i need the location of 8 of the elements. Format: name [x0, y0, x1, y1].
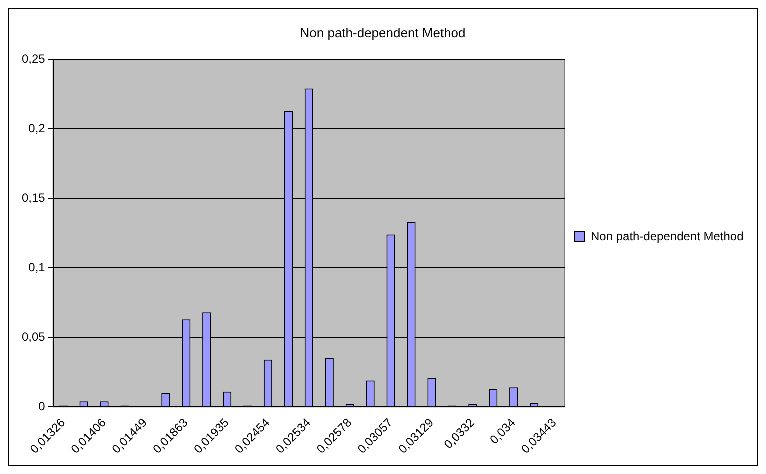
y-tick-label: 0	[38, 399, 46, 414]
y-tick-label: 0,05	[22, 330, 46, 344]
chart-title: Non path-dependent Method	[300, 25, 466, 40]
y-tick-label: 0,1	[28, 260, 46, 274]
y-tick-label: 0,15	[22, 190, 46, 205]
y-tick-label: 0,25	[22, 52, 46, 66]
legend-label: Non path-dependent Method	[591, 229, 744, 244]
y-tick-label: 0,2	[28, 121, 46, 136]
